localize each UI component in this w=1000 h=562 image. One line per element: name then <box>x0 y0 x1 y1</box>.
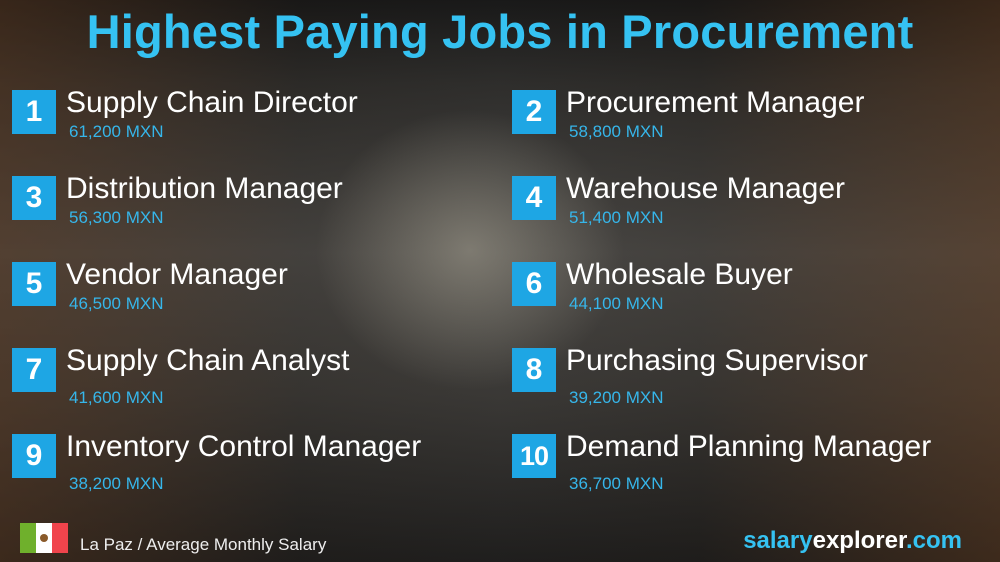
rank-badge: 5 <box>12 262 56 306</box>
job-title: Distribution Manager <box>66 172 343 205</box>
job-salary: 36,700 MXN <box>569 474 664 493</box>
job-salary: 44,100 MXN <box>569 294 664 313</box>
job-title: Procurement Manager <box>566 86 865 119</box>
job-item: 4 Warehouse Manager 51,400 MXN <box>512 172 992 242</box>
job-salary: 46,500 MXN <box>69 294 164 313</box>
job-salary: 38,200 MXN <box>69 474 164 493</box>
rank-badge: 9 <box>12 434 56 478</box>
job-title: Supply Chain Analyst <box>66 344 350 377</box>
job-item: 3 Distribution Manager 56,300 MXN <box>12 172 492 242</box>
brand-part-explorer: explorer <box>812 527 906 554</box>
job-title: Purchasing Supervisor <box>566 344 868 377</box>
rank-badge: 4 <box>512 176 556 220</box>
job-item: 1 Supply Chain Director 61,200 MXN <box>12 86 492 156</box>
job-salary: 58,800 MXN <box>569 122 664 141</box>
job-salary: 41,600 MXN <box>69 388 164 407</box>
job-item: 6 Wholesale Buyer 44,100 MXN <box>512 258 992 328</box>
job-title: Warehouse Manager <box>566 172 846 205</box>
rank-badge: 6 <box>512 262 556 306</box>
job-salary: 56,300 MXN <box>69 208 164 227</box>
rank-badge: 1 <box>12 90 56 134</box>
brand-logo[interactable]: salaryexplorer.com <box>743 527 962 555</box>
job-title: Supply Chain Director <box>66 86 358 119</box>
rank-badge: 2 <box>512 90 556 134</box>
job-title: Inventory Control Manager <box>66 430 422 463</box>
rank-badge: 3 <box>12 176 56 220</box>
rank-badge: 7 <box>12 348 56 392</box>
page-title: Highest Paying Jobs in Procurement <box>86 5 914 58</box>
job-title: Wholesale Buyer <box>566 258 793 291</box>
brand-part-salary: salary <box>743 527 813 554</box>
job-item: 8 Purchasing Supervisor 39,200 MXN <box>512 344 992 414</box>
job-item: 7 Supply Chain Analyst 41,600 MXN <box>12 344 492 414</box>
job-salary: 39,200 MXN <box>569 388 664 407</box>
rank-badge: 8 <box>512 348 556 392</box>
job-item: 5 Vendor Manager 46,500 MXN <box>12 258 492 328</box>
job-item: 2 Procurement Manager 58,800 MXN <box>512 86 992 156</box>
mexico-flag-icon <box>20 523 68 553</box>
job-title: Demand Planning Manager <box>566 430 932 463</box>
rank-badge: 10 <box>512 434 556 478</box>
location-label: La Paz / Average Monthly Salary <box>80 535 327 554</box>
job-salary: 51,400 MXN <box>569 208 664 227</box>
job-item: 10 Demand Planning Manager 36,700 MXN <box>512 430 992 500</box>
job-salary: 61,200 MXN <box>69 122 164 141</box>
job-item: 9 Inventory Control Manager 38,200 MXN <box>12 430 492 500</box>
job-title: Vendor Manager <box>66 258 288 291</box>
brand-part-com: .com <box>905 527 962 554</box>
